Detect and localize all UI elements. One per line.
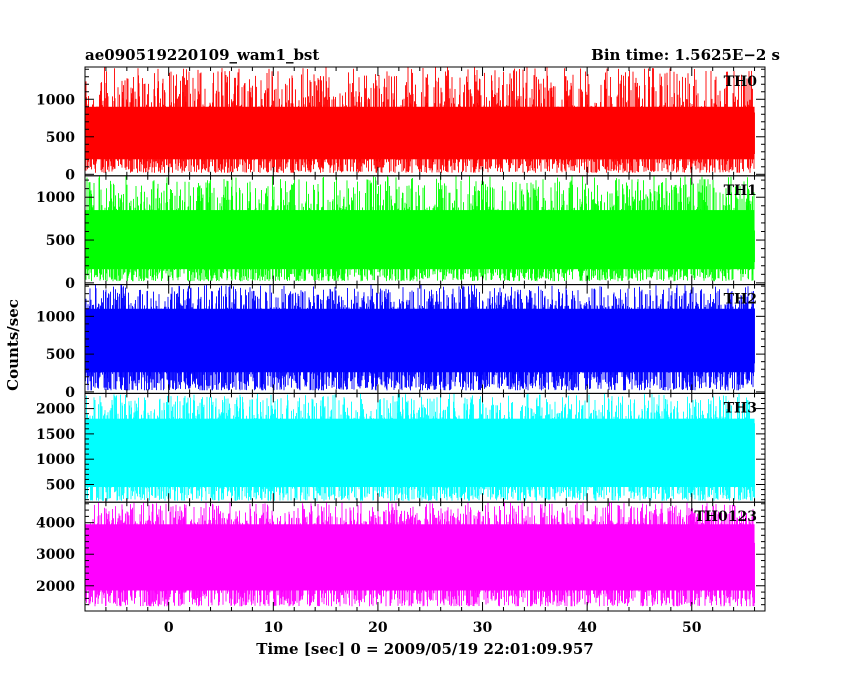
y-tick-label: 1000 bbox=[36, 452, 75, 468]
y-tick-label: 2000 bbox=[36, 402, 75, 418]
x-tick-label: 20 bbox=[368, 620, 388, 636]
y-tick-label: 1000 bbox=[36, 92, 75, 108]
y-tick-label: 500 bbox=[46, 233, 75, 249]
y-tick-label: 500 bbox=[46, 347, 75, 363]
y-tick-label: 500 bbox=[46, 130, 75, 146]
y-tick-label: 0 bbox=[65, 385, 75, 401]
x-tick-label: 40 bbox=[577, 620, 597, 636]
chart-title-left: ae090519220109_wam1_bst bbox=[85, 46, 319, 64]
panel-th0123: 2000 3000 4000 TH0123 bbox=[36, 501, 766, 612]
y-axis-label: Counts/sec bbox=[4, 299, 22, 391]
y-tick-label: 0 bbox=[65, 276, 75, 292]
y-tick-label: 1000 bbox=[36, 309, 75, 325]
series-core-th0 bbox=[85, 106, 755, 160]
series-core-th1 bbox=[85, 210, 755, 270]
x-tick-label: 30 bbox=[473, 620, 493, 636]
x-tick-label: 0 bbox=[164, 620, 174, 636]
y-tick-label: 1000 bbox=[36, 190, 75, 206]
x-tick-labels: 0 10 20 30 40 50 bbox=[164, 620, 702, 636]
y-tick-label: 2000 bbox=[36, 579, 75, 595]
y-tick-label: 4000 bbox=[36, 516, 75, 532]
panel-label-th3: TH3 bbox=[724, 400, 757, 416]
panel-frame bbox=[84, 501, 766, 612]
panel-th2: 0 500 1000 TH2 bbox=[36, 284, 766, 401]
panel-label-th0123: TH0123 bbox=[694, 509, 757, 525]
series-core-th3 bbox=[85, 418, 755, 488]
panels-group: 0 500 1000 TH0 0 500 1000 TH1 0 500 1000 TH2 500 1000… bbox=[36, 66, 766, 612]
y-tick-label: 0 bbox=[65, 167, 75, 183]
panel-th1: 0 500 1000 TH1 bbox=[36, 175, 766, 292]
y-tick-label: 3000 bbox=[36, 547, 75, 563]
x-tick-label: 10 bbox=[264, 620, 284, 636]
chart-title-right: Bin time: 1.5625E−2 s bbox=[591, 46, 780, 64]
panel-label-th0: TH0 bbox=[724, 74, 758, 90]
panel-th3: 500 1000 1500 2000 TH3 bbox=[36, 392, 766, 503]
panel-th0: 0 500 1000 TH0 bbox=[36, 66, 766, 183]
panel-label-th1: TH1 bbox=[724, 183, 757, 199]
x-tick-label: 50 bbox=[682, 620, 702, 636]
series-core-th2 bbox=[85, 308, 755, 373]
y-tick-label: 1500 bbox=[36, 427, 75, 443]
x-axis-label: Time [sec] 0 = 2009/05/19 22:01:09.957 bbox=[256, 640, 593, 658]
series-core-th0123 bbox=[85, 524, 755, 591]
y-tick-label: 500 bbox=[46, 477, 75, 493]
panel-label-th2: TH2 bbox=[724, 292, 757, 308]
